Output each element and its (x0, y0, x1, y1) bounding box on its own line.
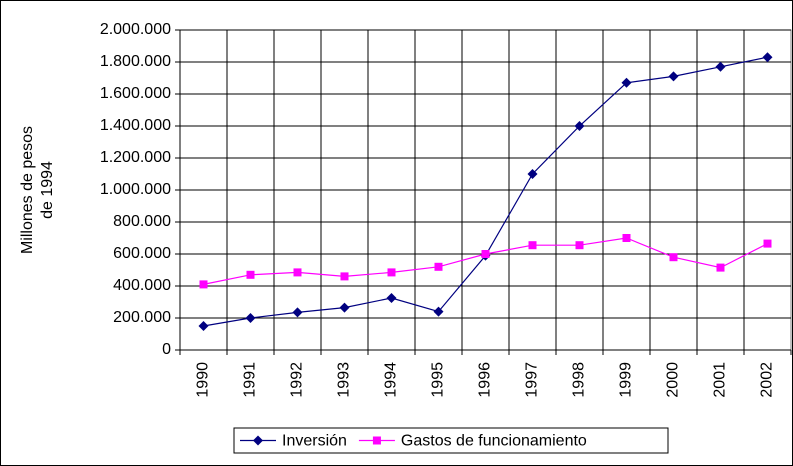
y-tick-label: 200.000 (113, 309, 171, 326)
marker (293, 268, 302, 277)
x-tick-label: 2000 (665, 362, 682, 398)
marker (668, 71, 679, 82)
marker (198, 321, 209, 331)
x-tick-label: 1993 (336, 362, 353, 398)
y-tick-label: 1.600.000 (100, 85, 171, 102)
y-tick-label: 2.000.000 (100, 21, 171, 38)
x-tick-label: 1996 (477, 362, 494, 398)
legend-marker (253, 435, 263, 446)
x-tick-label: 2001 (712, 362, 729, 398)
legend: Inversión Gastos de funcionamiento (233, 427, 669, 454)
marker (622, 234, 631, 242)
marker (574, 121, 585, 131)
y-tick-label: 1.000.000 (100, 181, 171, 198)
y-tick-label: 800.000 (113, 213, 171, 230)
marker (339, 302, 350, 313)
marker (245, 313, 256, 323)
x-tick-label: 1997 (524, 362, 541, 398)
x-tick-label: 1999 (618, 362, 635, 398)
marker (292, 307, 303, 318)
x-tick-label: 1992 (289, 362, 306, 398)
x-tick-label: 1995 (430, 362, 447, 398)
y-tick-label: 0 (162, 341, 171, 358)
x-tick-label: 1991 (242, 362, 259, 398)
legend-label: Inversión (282, 433, 347, 450)
legend-marker (372, 436, 381, 445)
y-tick-label: 1.400.000 (100, 117, 171, 134)
marker (527, 169, 538, 179)
marker (434, 262, 443, 271)
marker (481, 250, 490, 258)
x-tick-label: 1998 (571, 362, 588, 398)
marker (763, 239, 772, 248)
marker (199, 280, 208, 289)
y-tick-label: 400.000 (113, 277, 171, 294)
y-axis-label: Millones de pesos (19, 126, 36, 254)
marker (762, 52, 773, 63)
y-axis-label: de 1994 (39, 161, 56, 219)
marker (386, 293, 397, 303)
marker (340, 272, 349, 281)
y-tick-label: 600.000 (113, 245, 171, 262)
marker (716, 263, 725, 272)
marker (621, 77, 632, 88)
legend-box (233, 427, 669, 454)
marker (528, 241, 537, 250)
y-tick-label: 1.800.000 (100, 53, 171, 70)
marker (669, 253, 678, 262)
legend-label: Gastos de funcionamiento (401, 433, 587, 450)
y-tick-label: 1.200.000 (100, 149, 171, 166)
x-tick-label: 1994 (383, 362, 400, 398)
marker (246, 270, 255, 279)
marker (433, 306, 444, 317)
marker (387, 268, 396, 277)
marker (715, 61, 726, 72)
marker (575, 241, 584, 250)
x-tick-label: 2002 (759, 362, 776, 398)
x-tick-label: 1990 (195, 362, 212, 398)
